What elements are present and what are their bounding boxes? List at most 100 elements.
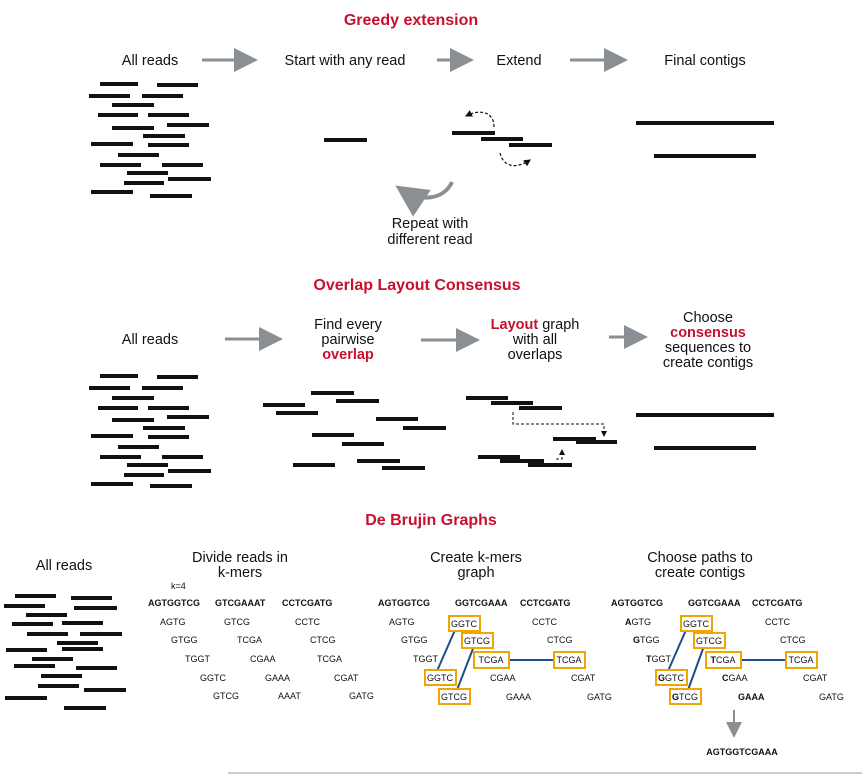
result-contig: AGTGGTCGAAA bbox=[706, 747, 778, 757]
extend-reads bbox=[452, 131, 552, 147]
path-node: GGTC bbox=[683, 619, 709, 629]
olc-final-contigs bbox=[636, 413, 774, 450]
repeat-arrow-icon bbox=[395, 181, 454, 217]
dashed-link-arrow-icon bbox=[556, 449, 565, 460]
kmer: GTGG bbox=[401, 635, 428, 645]
kmer: AAAT bbox=[278, 691, 301, 701]
kmer: GAAA bbox=[265, 673, 290, 683]
read-3: CCTCGATG bbox=[282, 598, 332, 608]
graph-node: GTCG bbox=[464, 636, 490, 646]
olc-arrows bbox=[225, 325, 648, 352]
olc-step4-line3: sequences to bbox=[665, 340, 751, 356]
greedy-step-extend: Extend bbox=[496, 53, 541, 69]
kmer: GTGG bbox=[171, 635, 198, 645]
kmer: CGAA bbox=[490, 673, 516, 683]
path-kmer: AGTG bbox=[625, 617, 651, 627]
kmer: TGGT bbox=[413, 654, 438, 664]
greedy-step-all-reads: All reads bbox=[122, 53, 178, 69]
kmer: GGTC bbox=[200, 673, 226, 683]
dbg-step3-line2: graph bbox=[457, 565, 494, 581]
greedy-final-contigs bbox=[636, 121, 774, 158]
read-1: AGTGGTCG bbox=[148, 598, 200, 608]
kmer: GATG bbox=[349, 691, 374, 701]
olc-step3-line3: overlaps bbox=[508, 347, 563, 363]
dbg-step2-line1: Divide reads in bbox=[192, 550, 288, 566]
path-node-boxes bbox=[655, 615, 818, 705]
kmer: CTCG bbox=[780, 635, 806, 645]
olc-overlap-reads bbox=[263, 391, 446, 470]
k-label: k=4 bbox=[171, 581, 186, 591]
path-node: GTCG bbox=[696, 636, 722, 646]
olc-step-all-reads: All reads bbox=[122, 332, 178, 348]
read-3: CCTCGATG bbox=[520, 598, 570, 608]
greedy-step-start: Start with any read bbox=[285, 53, 406, 69]
kmer: CCTC bbox=[532, 617, 557, 627]
read-2: GGTCGAAA bbox=[455, 598, 508, 608]
kmer: GTCG bbox=[224, 617, 250, 627]
olc-step3-line1: Layout graph bbox=[491, 317, 580, 333]
dbg-step2-line2: k-mers bbox=[218, 565, 262, 581]
graph-node: TCGA bbox=[556, 655, 581, 665]
olc-step4-line2: consensus bbox=[670, 325, 746, 341]
kmer: CCTC bbox=[765, 617, 790, 627]
kmer: GATG bbox=[587, 692, 612, 702]
kmer: TCGA bbox=[317, 654, 342, 664]
dbg-title: De Brujin Graphs bbox=[365, 512, 497, 529]
olc-title: Overlap Layout Consensus bbox=[313, 277, 520, 294]
olc-reads-pile bbox=[89, 374, 211, 488]
kmer: CGAT bbox=[803, 673, 828, 683]
olc-step4-line4: create contigs bbox=[663, 355, 753, 371]
kmer: CGAT bbox=[571, 673, 596, 683]
repeat-label-line2: different read bbox=[387, 232, 472, 248]
read-2: GTCGAAAT bbox=[215, 598, 266, 608]
graph-word: graph bbox=[538, 317, 579, 333]
path-node-tcga: TCGA bbox=[710, 655, 735, 665]
dbg-step-all-reads: All reads bbox=[36, 558, 92, 574]
olc-step4-line1: Choose bbox=[683, 310, 733, 326]
path-kmer: TGGT bbox=[646, 654, 672, 664]
path-kmer: GTGG bbox=[633, 635, 660, 645]
kmer: TCGA bbox=[237, 635, 262, 645]
path-node-gtcg: GTCG bbox=[672, 692, 698, 702]
greedy-reads-pile bbox=[89, 82, 211, 198]
kmer: GTCG bbox=[213, 691, 239, 701]
repeat-label-line1: Repeat with bbox=[392, 216, 469, 232]
graph-node: GGTC bbox=[427, 673, 453, 683]
kmer: CGAA bbox=[250, 654, 276, 664]
path-kmer-cgaa: CGAA bbox=[722, 673, 748, 683]
graph-node: GGTC bbox=[451, 619, 477, 629]
graph-node: GTCG bbox=[441, 692, 467, 702]
greedy-step-final-contigs: Final contigs bbox=[664, 53, 745, 69]
dbg-step4-line2: create contigs bbox=[655, 565, 745, 581]
kmer: CCTC bbox=[295, 617, 320, 627]
path-kmer-gaaa: GAAA bbox=[738, 692, 765, 702]
read-1: AGTGGTCG bbox=[378, 598, 430, 608]
kmer: CTCG bbox=[547, 635, 573, 645]
graph-node: TCGA bbox=[478, 655, 503, 665]
layout-word: Layout bbox=[491, 317, 539, 333]
greedy-title: Greedy extension bbox=[344, 12, 478, 29]
olc-step2-line3: overlap bbox=[322, 347, 374, 363]
dashed-link-arrow-icon bbox=[512, 412, 607, 437]
read-3: CCTCGATG bbox=[752, 598, 802, 608]
read-1: AGTGGTCG bbox=[611, 598, 663, 608]
path-node: TCGA bbox=[788, 655, 813, 665]
graph-node-boxes bbox=[424, 615, 586, 705]
path-node-ggtc: GGTC bbox=[658, 673, 685, 683]
dbg-step3-line1: Create k-mers bbox=[430, 550, 522, 566]
olc-step2-line1: Find every bbox=[314, 317, 382, 333]
olc-layout-graph bbox=[466, 396, 617, 467]
dbg-reads-pile bbox=[4, 594, 126, 710]
olc-step3-line2: with all bbox=[512, 332, 557, 348]
kmer: TGGT bbox=[185, 654, 210, 664]
graph-edges bbox=[436, 629, 554, 691]
path-edges bbox=[667, 629, 786, 691]
curved-dashed-arrow-icon bbox=[464, 110, 495, 128]
kmer: GATG bbox=[819, 692, 844, 702]
kmer: AGTG bbox=[389, 617, 415, 627]
olc-step2-line2: pairwise bbox=[321, 332, 374, 348]
read-2: GGTCGAAA bbox=[688, 598, 741, 608]
kmer: CTCG bbox=[310, 635, 336, 645]
curved-dashed-arrow-icon bbox=[499, 152, 531, 167]
